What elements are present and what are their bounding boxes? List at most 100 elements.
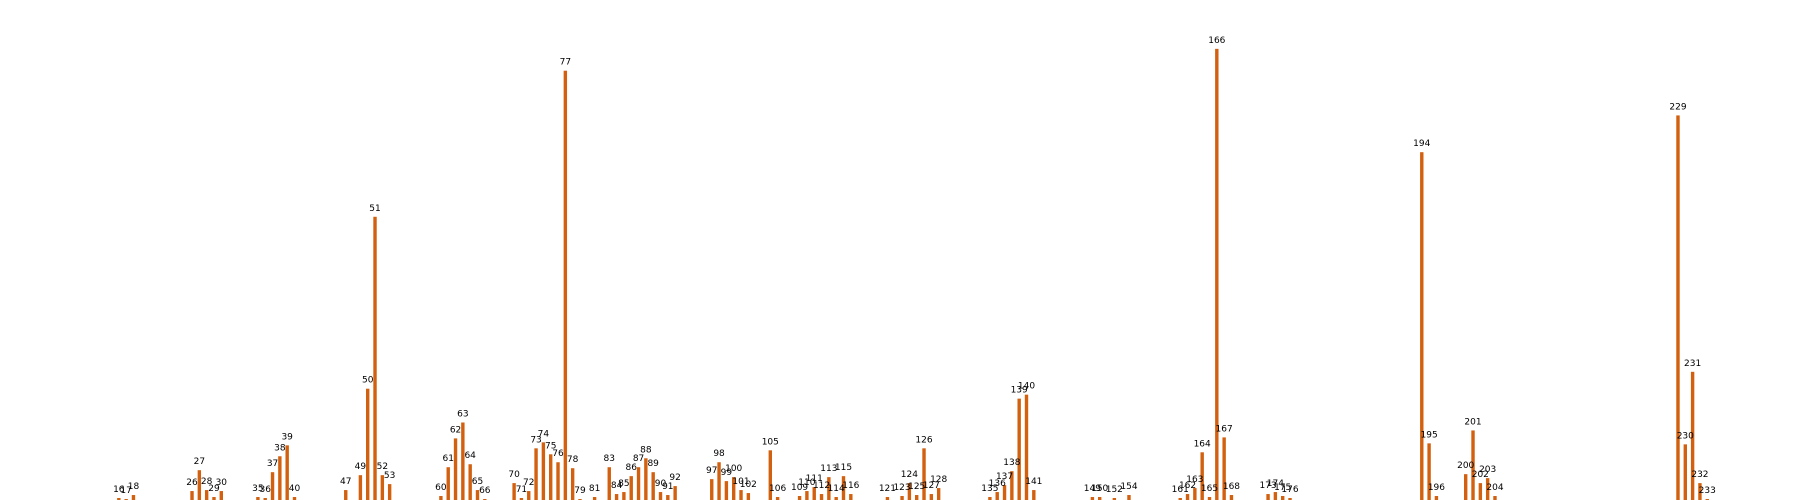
bar-164: [1200, 452, 1204, 500]
bar-112: [819, 494, 824, 500]
bar-label-77: 77: [560, 58, 571, 68]
bar-label-98: 98: [713, 449, 725, 459]
bar-195: [1427, 443, 1431, 500]
bar-label-150: 150: [1091, 484, 1108, 494]
bar-102: [746, 493, 751, 500]
bar-28: [204, 490, 209, 500]
bar-76: [556, 462, 560, 500]
bar-176: [1288, 498, 1292, 500]
bar-series: [117, 48, 1709, 500]
bar-35: [256, 497, 260, 500]
bar-label-49: 49: [355, 462, 367, 472]
bar-label-17: 17: [120, 486, 131, 496]
bar-39: [285, 445, 289, 500]
bar-106: [775, 497, 780, 500]
bar-87: [636, 467, 641, 500]
bar-98: [717, 462, 721, 500]
bar-27: [197, 470, 202, 500]
bar-40: [292, 497, 297, 500]
bar-label-194: 194: [1413, 139, 1430, 149]
bar-63: [461, 422, 465, 500]
bar-101: [739, 490, 743, 500]
bar-label-111: 111: [806, 474, 823, 484]
bar-204: [1493, 496, 1497, 500]
bar-label-161: 161: [1172, 485, 1189, 495]
bar-label-196: 196: [1428, 483, 1445, 493]
bar-label-99: 99: [721, 468, 733, 478]
bar-label-233: 233: [1699, 486, 1716, 496]
bar-label-51: 51: [369, 204, 380, 214]
bar-label-79: 79: [574, 486, 586, 496]
bar-73: [534, 448, 538, 500]
bar-label-167: 167: [1216, 424, 1233, 434]
bar-label-90: 90: [655, 479, 667, 489]
bar-175: [1281, 496, 1285, 500]
bar-label-152: 152: [1106, 485, 1123, 495]
bar-label-74: 74: [538, 429, 550, 439]
bar-label-78: 78: [567, 455, 579, 465]
bar-label-201: 201: [1464, 417, 1481, 427]
bar-99: [724, 481, 729, 500]
bar-label-101: 101: [732, 477, 749, 487]
bar-29: [212, 497, 216, 500]
bar-label-40: 40: [289, 484, 301, 494]
bar-label-135: 135: [981, 484, 998, 494]
bar-label-53: 53: [384, 471, 395, 481]
bar-200: [1464, 474, 1468, 500]
bar-label-229: 229: [1669, 102, 1686, 112]
bar-47: [344, 490, 348, 500]
bar-232: [1698, 483, 1702, 500]
bar-label-50: 50: [362, 376, 374, 386]
bar-137: [1002, 485, 1007, 500]
bar-90: [658, 492, 663, 500]
bar-70: [512, 483, 516, 500]
bar-label-114: 114: [828, 484, 845, 494]
bar-label-113: 113: [820, 464, 837, 474]
bar-label-166: 166: [1208, 36, 1225, 46]
bar-126: [922, 448, 926, 500]
bar-label-162: 162: [1179, 481, 1196, 491]
bar-label-73: 73: [530, 435, 541, 445]
bar-label-28: 28: [201, 477, 213, 487]
bar-label-231: 231: [1684, 359, 1701, 369]
bar-label-141: 141: [1025, 477, 1042, 487]
bar-231: [1690, 371, 1695, 500]
bar-167: [1222, 437, 1226, 500]
bar-label-16: 16: [113, 485, 125, 495]
bar-label-89: 89: [647, 459, 659, 469]
bar-label-165: 165: [1201, 484, 1218, 494]
bar-label-66: 66: [479, 486, 491, 496]
bar-label-100: 100: [725, 464, 742, 474]
bar-166: [1215, 48, 1219, 500]
bar-139: [1017, 398, 1021, 500]
bar-125: [915, 495, 919, 500]
bar-label-63: 63: [457, 409, 468, 419]
bar-53: [387, 484, 392, 500]
bar-121: [885, 497, 890, 500]
bar-86: [629, 476, 633, 500]
bar-100: [732, 477, 736, 500]
bar-label-47: 47: [340, 477, 351, 487]
bar-38: [278, 456, 282, 500]
bar-89: [651, 472, 655, 500]
bar-203: [1485, 478, 1490, 500]
bar-230: [1683, 444, 1687, 500]
bar-label-72: 72: [523, 478, 534, 488]
bar-116: [849, 494, 853, 500]
bar-50: [366, 388, 370, 500]
bar-label-92: 92: [669, 473, 680, 483]
bar-174: [1273, 492, 1278, 500]
bar-229: [1676, 115, 1680, 500]
bar-label-136: 136: [989, 479, 1006, 489]
bar-label-36: 36: [259, 485, 271, 495]
bar-202: [1478, 483, 1483, 500]
bar-label-203: 203: [1479, 465, 1496, 475]
bar-label-109: 109: [791, 483, 808, 493]
bar-label-121: 121: [879, 484, 896, 494]
bar-36: [263, 498, 267, 500]
bar-173: [1266, 494, 1270, 500]
bar-label-61: 61: [442, 454, 453, 464]
